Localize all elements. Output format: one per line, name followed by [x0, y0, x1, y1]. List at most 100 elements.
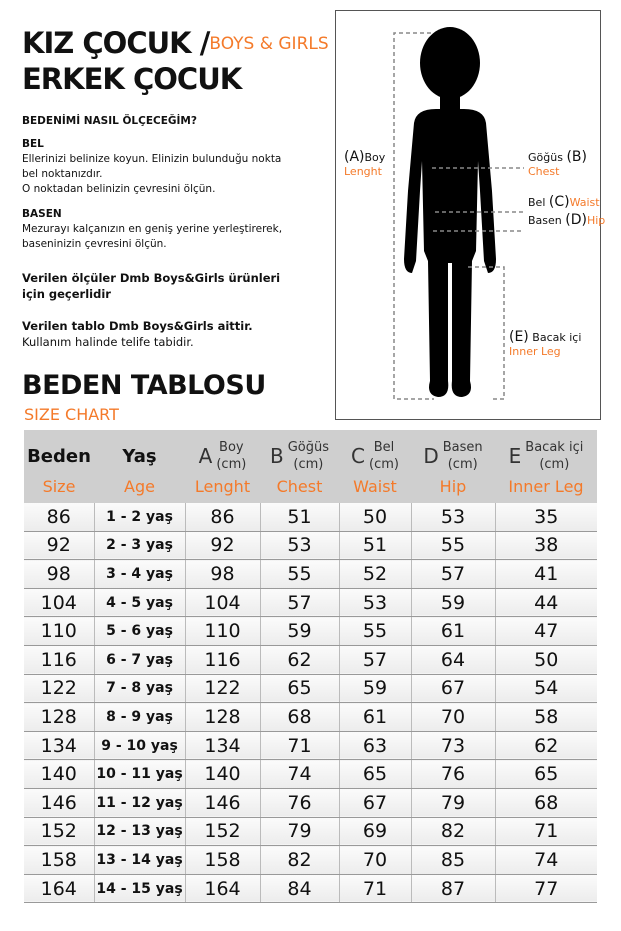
- header-tr: Boy: [219, 440, 244, 455]
- table-cell: 68: [260, 702, 340, 732]
- table-cell: 67: [339, 788, 412, 818]
- table-cell: 71: [339, 874, 412, 904]
- header-en: Inner Leg: [508, 477, 584, 496]
- header-en: Chest: [276, 477, 323, 496]
- label-letter: (C): [548, 194, 570, 210]
- header-name: Göğüs (cm): [288, 439, 329, 473]
- table-cell: 146: [24, 788, 95, 818]
- header-letter: D: [423, 444, 439, 468]
- table-cell: 128: [185, 702, 261, 732]
- header-tr: Göğüs: [287, 440, 330, 455]
- table-cell: 164: [185, 874, 261, 904]
- table-cell: 5 - 6 yaş: [94, 616, 186, 646]
- column-header: A Boy (cm) Lenght: [185, 430, 260, 503]
- table-cell: 98: [24, 559, 95, 589]
- table-row: 164 14 - 15 yaş 164 84 71 87 77: [24, 874, 597, 904]
- header-tr: Beden: [27, 445, 91, 467]
- table-cell: 68: [495, 788, 597, 818]
- header-en: Waist: [353, 477, 397, 496]
- table-cell: 152: [24, 817, 95, 847]
- bel-section: BEL Ellerinizi belinize koyun. Elinizin …: [22, 137, 281, 197]
- chart-title: BEDEN TABLOSU: [22, 370, 266, 401]
- basen-line: baseninizin çevresini ölçün.: [22, 238, 167, 250]
- note-line: Verilen ölçüler Dmb Boys&Girls ürünleri: [22, 271, 281, 285]
- table-cell: 67: [411, 674, 496, 704]
- table-cell: 64: [411, 645, 496, 675]
- table-cell: 76: [411, 759, 496, 789]
- table-cell: 110: [24, 616, 95, 646]
- column-header: D Basen (cm) Hip: [411, 430, 495, 503]
- label-letter: (E): [509, 329, 529, 345]
- chart-subtitle: SIZE CHART: [24, 405, 119, 424]
- label-tr: Göğüs: [528, 151, 563, 164]
- table-cell: 54: [495, 674, 597, 704]
- basen-line: Mezurayı kalçanızın en geniş yerine yerl…: [22, 223, 283, 235]
- table-cell: 6 - 7 yaş: [94, 645, 186, 675]
- table-cell: 55: [411, 531, 496, 561]
- header-tr: Basen: [442, 440, 483, 455]
- table-cell: 8 - 9 yaş: [94, 702, 186, 732]
- table-cell: 55: [260, 559, 340, 589]
- table-row: 110 5 - 6 yaş 110 59 55 61 47: [24, 616, 597, 646]
- table-cell: 79: [260, 817, 340, 847]
- table-cell: 44: [495, 588, 597, 618]
- header-top: C Bel (cm): [339, 439, 411, 473]
- basen-heading: BASEN: [22, 208, 62, 220]
- bel-line: O noktadan belinizin çevresini ölçün.: [22, 183, 216, 195]
- label-en: Inner Leg: [509, 345, 561, 358]
- table-row: 134 9 - 10 yaş 134 71 63 73 62: [24, 731, 597, 761]
- note-line: Verilen tablo Dmb Boys&Girls aittir.: [22, 319, 253, 333]
- table-row: 122 7 - 8 yaş 122 65 59 67 54: [24, 674, 597, 704]
- table-cell: 14 - 15 yaş: [94, 874, 186, 904]
- table-cell: 82: [411, 817, 496, 847]
- header-name: Bel (cm): [369, 439, 399, 473]
- header-en: Hip: [439, 477, 467, 496]
- label-tr: Basen: [528, 214, 562, 227]
- header-letter: C: [351, 444, 365, 468]
- table-cell: 57: [339, 645, 412, 675]
- table-row: 104 4 - 5 yaş 104 57 53 59 44: [24, 588, 597, 618]
- table-cell: 53: [411, 503, 496, 532]
- table-cell: 92: [185, 531, 261, 561]
- table-cell: 38: [495, 531, 597, 561]
- label-e: (E) Bacak içi Inner Leg: [509, 329, 581, 358]
- header-unit: (cm): [216, 457, 247, 472]
- header-en: Lenght: [194, 477, 251, 496]
- label-letter: (B): [566, 149, 587, 165]
- label-tr: Boy: [364, 151, 386, 164]
- title-line2: ERKEK ÇOCUK: [22, 62, 242, 96]
- table-cell: 59: [411, 588, 496, 618]
- table-cell: 57: [260, 588, 340, 618]
- size-table: Beden Size Yaş Age A Boy (cm) Lenght B Göğüs (cm) C…: [24, 430, 597, 904]
- label-tr: Bacak içi: [532, 331, 582, 344]
- table-cell: 87: [411, 874, 496, 904]
- table-cell: 58: [495, 702, 597, 732]
- table-cell: 84: [260, 874, 340, 904]
- table-cell: 158: [185, 845, 261, 875]
- header-name: Bacak içi (cm): [525, 439, 583, 473]
- header-unit: (cm): [293, 457, 324, 472]
- table-cell: 10 - 11 yaş: [94, 759, 186, 789]
- table-cell: 50: [495, 645, 597, 675]
- title-line1: KIZ ÇOCUK /BOYS & GIRLS: [22, 26, 329, 60]
- table-cell: 9 - 10 yaş: [94, 731, 186, 761]
- table-cell: 62: [260, 645, 340, 675]
- label-en: Lenght: [344, 165, 382, 178]
- table-cell: 140: [24, 759, 95, 789]
- table-cell: 70: [339, 845, 412, 875]
- table-cell: 98: [185, 559, 261, 589]
- table-row: 92 2 - 3 yaş 92 53 51 55 38: [24, 531, 597, 561]
- table-row: 158 13 - 14 yaş 158 82 70 85 74: [24, 845, 597, 875]
- table-cell: 52: [339, 559, 412, 589]
- label-d: Basen (D)Hip: [528, 212, 605, 228]
- header-top: B Göğüs (cm): [260, 439, 339, 473]
- table-cell: 73: [411, 731, 496, 761]
- table-cell: 122: [24, 674, 95, 704]
- note-copyright: Verilen tablo Dmb Boys&Girls aittir. Kul…: [22, 318, 253, 350]
- label-en: Hip: [586, 214, 606, 227]
- label-letter: (D): [565, 212, 587, 228]
- header-letter: B: [269, 444, 284, 468]
- table-cell: 92: [24, 531, 95, 561]
- how-to-heading: BEDENİMİ NASIL ÖLÇECEĞİM?: [22, 115, 197, 127]
